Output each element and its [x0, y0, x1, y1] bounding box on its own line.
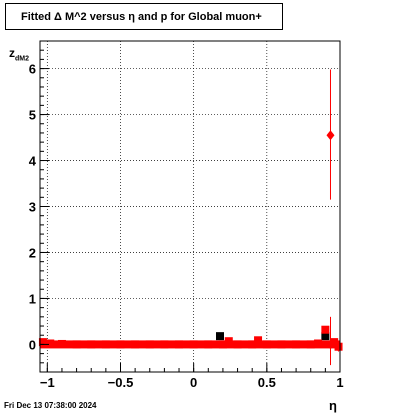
square-marker [262, 340, 271, 349]
square-marker [204, 340, 213, 349]
square-marker [321, 325, 330, 334]
square-marker [321, 332, 330, 341]
x-axis-label: η [329, 398, 337, 413]
square-marker [72, 340, 81, 349]
square-marker [46, 339, 55, 348]
x-tick-label: 0 [190, 375, 197, 390]
square-marker [292, 340, 301, 349]
square-marker [254, 336, 263, 345]
timestamp: Fri Dec 13 07:38:00 2024 [4, 401, 97, 410]
square-marker [306, 340, 315, 349]
data-points [38, 69, 343, 366]
square-marker [277, 340, 286, 349]
y-tick-label: 2 [29, 245, 36, 260]
x-tick-label: −1 [40, 375, 55, 390]
square-marker [233, 340, 242, 349]
square-marker [224, 337, 233, 346]
square-marker [330, 338, 339, 347]
y-tick-label: 6 [29, 62, 36, 77]
square-marker [160, 340, 169, 349]
x-tick-label: 1 [336, 375, 343, 390]
chart-title: Fitted Δ M^2 versus η and p for Global m… [5, 3, 283, 30]
axis-tick-labels: −1 −0.5 0 0.5 1 0 1 2 3 4 5 6 [29, 62, 344, 390]
grid-lines [40, 41, 341, 372]
square-marker [314, 339, 323, 348]
square-marker [87, 340, 96, 349]
square-marker [38, 338, 47, 347]
axis-ticks [40, 49, 341, 372]
y-tick-label: 5 [29, 108, 36, 123]
diamond-marker [326, 130, 335, 141]
square-marker [175, 340, 184, 349]
diamond-marker [326, 339, 335, 350]
y-tick-label: 1 [29, 291, 36, 306]
square-marker [57, 339, 66, 348]
square-marker [248, 340, 257, 349]
square-marker [189, 340, 198, 349]
x-tick-label: 0.5 [258, 375, 276, 390]
square-marker [218, 340, 227, 349]
square-marker [131, 340, 140, 349]
y-tick-label: 4 [29, 154, 37, 169]
square-marker [216, 332, 224, 341]
y-tick-label: 3 [29, 200, 36, 215]
square-marker [101, 340, 110, 349]
x-tick-label: −0.5 [108, 375, 134, 390]
square-marker [116, 340, 125, 349]
square-marker [145, 340, 154, 349]
y-tick-label: 0 [29, 337, 36, 352]
diamond-marker [334, 341, 343, 352]
y-axis-label: zdM2 [9, 46, 29, 63]
